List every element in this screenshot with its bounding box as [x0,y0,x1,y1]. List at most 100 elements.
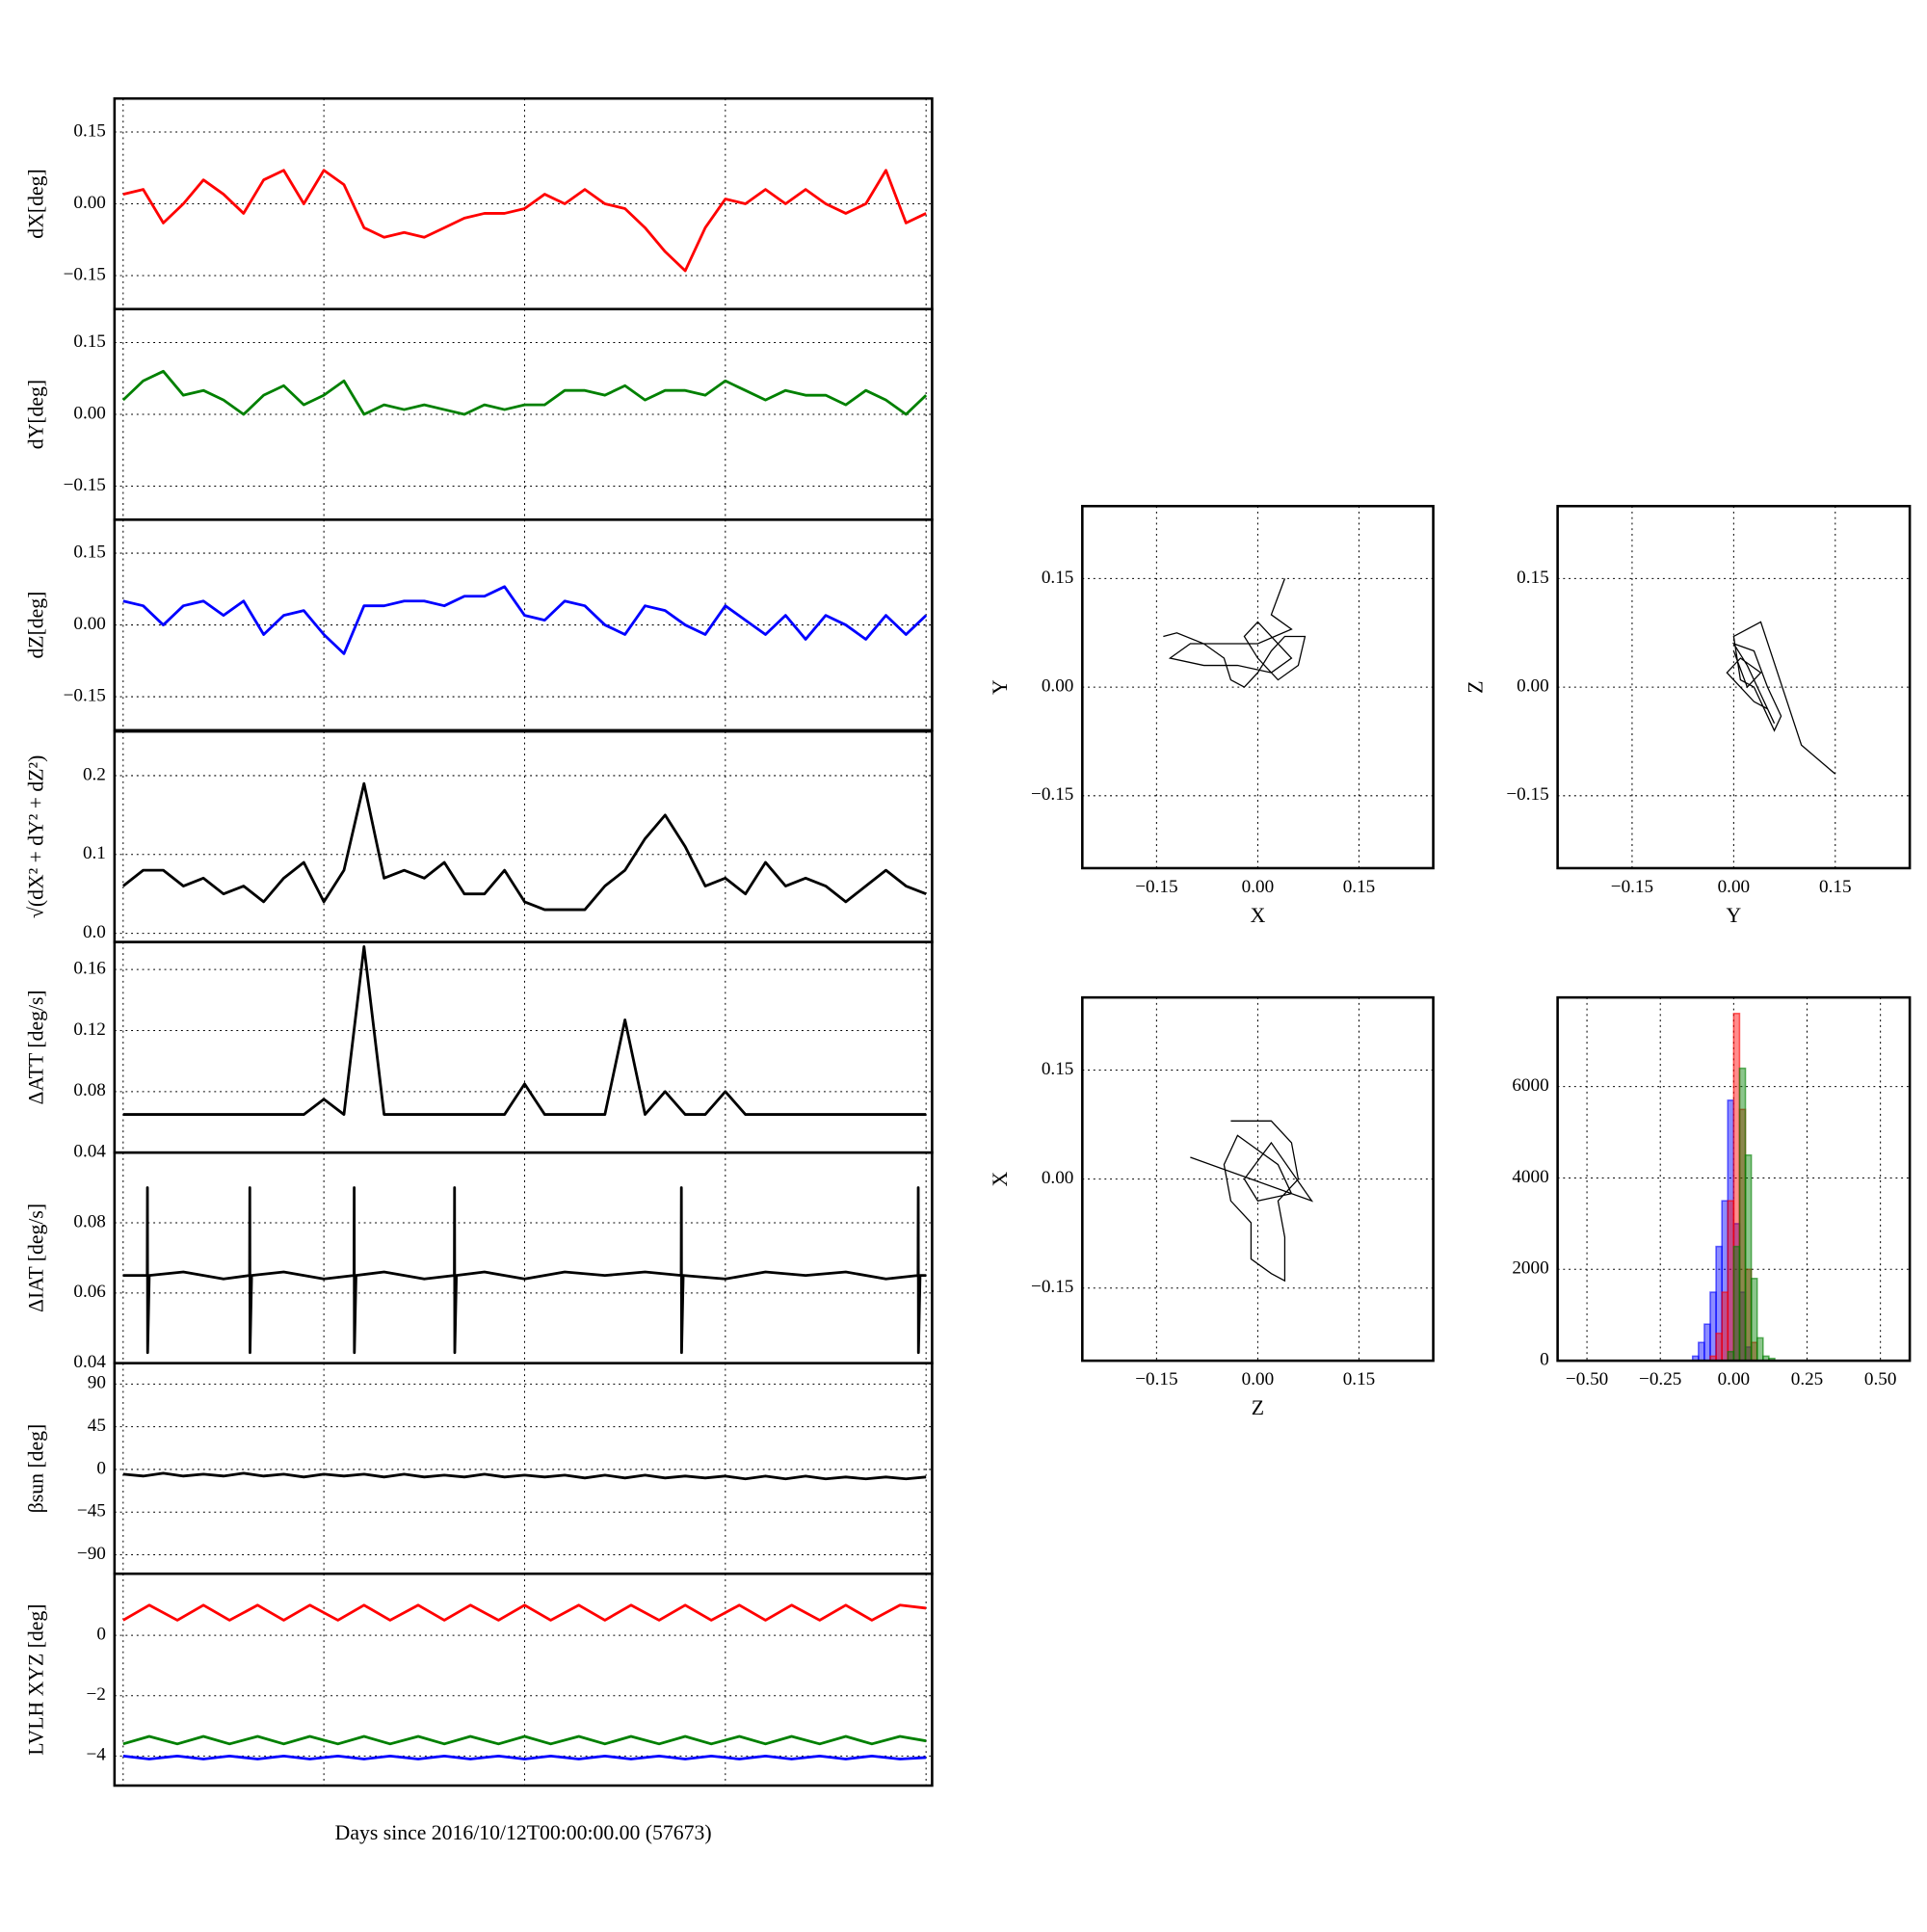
y-tick-label: 0 [96,1624,106,1644]
x-tick-label: −0.15 [1135,1369,1177,1389]
plot-frame [113,940,934,1154]
histogram-bar [1755,1337,1764,1362]
series-line [122,585,928,655]
x-tick-label: 0.00 [1242,1369,1275,1389]
histogram-bar [1727,1200,1735,1362]
y-axis-label: ΔIAT [deg/s] [25,1204,48,1312]
x-tick-label: 0.00 [1718,877,1751,897]
y-tick-label: 0.00 [1517,675,1549,696]
y-axis-label: βsun [deg] [25,1424,48,1513]
y-axis-label: dY[deg] [25,380,48,449]
plot-frame [113,729,934,943]
x-tick-label: 0.25 [1791,1369,1824,1389]
x-tick-label: 0.15 [1343,877,1376,897]
x-tick-label: −0.25 [1639,1369,1681,1389]
y-tick-label: −0.15 [1031,784,1073,805]
plot-frame [113,1362,934,1575]
y-tick-label: 0.00 [73,614,106,634]
y-tick-label: −0.15 [64,264,106,284]
scatter-trace [1163,578,1307,688]
plot-frame [1556,995,1912,1363]
y-tick-label: 0.00 [73,403,106,423]
y-tick-label: 90 [88,1373,106,1393]
histogram-bar [1738,1067,1747,1362]
x-tick-label: 0.00 [1242,877,1275,897]
x-tick-label: 0.15 [1343,1369,1376,1389]
histogram-bar [1750,1278,1758,1362]
y-tick-label: 0 [1540,1350,1549,1370]
plot-frame [1081,504,1435,870]
x-axis-label: Y [1727,904,1742,927]
y-tick-label: 0.16 [73,959,106,979]
x-tick-label: −0.15 [1611,877,1653,897]
y-tick-label: 4000 [1512,1167,1548,1187]
y-tick-label: −0.15 [64,685,106,705]
series-line [122,1734,927,1746]
histogram-bar [1744,1153,1753,1362]
y-tick-label: −2 [87,1684,106,1705]
y-axis-label: √(dX² + dY² + dZ²) [25,755,48,918]
y-tick-label: 45 [88,1416,106,1436]
y-tick-label: −45 [77,1501,106,1522]
y-tick-label: 0.00 [73,193,106,213]
y-tick-label: −0.15 [64,475,106,495]
histogram-bar [1727,1350,1735,1362]
x-axis-label: Days since 2016/10/12T00:00:00.00 (57673… [335,1821,712,1844]
y-tick-label: −0.15 [1031,1277,1073,1297]
y-tick-label: 0.15 [1042,568,1074,588]
y-axis-label: ΔATT [deg/s] [25,990,48,1104]
y-axis-label: Z [1465,680,1488,693]
histogram-bar [1732,1245,1741,1362]
histogram-bar [1721,1291,1729,1362]
y-tick-label: 0.00 [1042,1168,1074,1188]
y-tick-label: 0.15 [73,542,106,562]
y-tick-label: 0.0 [83,922,106,942]
series-line [121,369,928,416]
plot-frame [113,1572,934,1787]
y-tick-label: 0.12 [73,1019,106,1040]
y-tick-label: 0.2 [83,764,106,784]
y-tick-label: 0.04 [73,1142,106,1162]
y-axis-label: LVLH XYZ [deg] [25,1604,48,1756]
y-tick-label: 0.08 [73,1211,106,1231]
x-tick-label: 0.00 [1718,1369,1751,1389]
y-tick-label: 0.1 [83,843,106,863]
x-tick-label: −0.15 [1135,877,1177,897]
y-tick-label: 0.06 [73,1282,106,1302]
x-axis-label: X [1251,904,1266,927]
y-tick-label: −4 [87,1745,107,1765]
plot-frame [113,1151,934,1364]
series-line [122,169,927,273]
histogram-bar [1703,1323,1711,1362]
histogram-bar [1715,1332,1723,1362]
y-tick-label: 0.08 [73,1080,106,1100]
series-line [122,1603,927,1622]
y-tick-label: 0.15 [1517,568,1549,588]
y-axis-label: Y [989,679,1012,695]
series-line [121,781,927,912]
series-line [122,1186,927,1355]
y-axis-label: X [989,1171,1012,1186]
y-tick-label: −0.15 [1506,784,1548,805]
y-tick-label: 0 [96,1458,106,1478]
y-tick-label: −90 [77,1544,106,1564]
scatter-trace [1190,1120,1314,1283]
series-line [122,1471,927,1481]
x-axis-label: Z [1252,1396,1264,1419]
histogram-bar [1709,1291,1717,1362]
y-tick-label: 0.15 [73,120,106,141]
plot-frame [1081,995,1435,1363]
plot-frame [1556,504,1912,870]
x-tick-label: −0.50 [1566,1369,1608,1389]
y-axis-label: dZ[deg] [25,592,48,659]
x-tick-label: 0.15 [1819,877,1852,897]
y-tick-label: 0.00 [1042,675,1074,696]
y-tick-label: 0.15 [73,331,106,352]
y-axis-label: dX[deg] [25,169,48,238]
series-line [122,944,927,1116]
scatter-trace [1726,621,1836,775]
x-tick-label: 0.50 [1864,1369,1897,1389]
y-tick-label: 0.04 [73,1352,106,1372]
series-line [122,1754,927,1760]
